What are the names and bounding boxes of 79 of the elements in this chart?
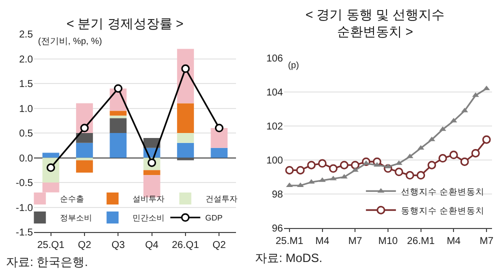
y-tick-label: -0.5 [16,178,34,189]
legend-label: 선행지수 순환변동치 [400,186,484,196]
bar [143,170,160,176]
legend-label: 설비투자 [132,194,165,204]
bar [76,160,93,173]
legend-label: 정부소비 [60,214,92,223]
y-tick-label: 104 [266,88,284,98]
y-tick-label: 2.0 [19,54,34,66]
chart-title: < 경기 동행 및 선행지수 순환변동치 > [305,7,445,39]
point [80,124,89,132]
y-tick-label: 0.5 [19,128,34,140]
bar [110,118,127,133]
legend-label: 건설투자 [205,194,238,204]
point [340,160,348,170]
point [214,124,224,132]
point [471,148,480,158]
bar [110,116,127,118]
y-tick-label: 2.5 [19,30,34,40]
bar [177,103,194,133]
y-tick-label: 96 [272,224,284,234]
x-tick-label: M7 [480,236,494,247]
x-tick-label: M7 [348,236,363,247]
x-tick-label: Q3 [112,240,126,251]
legend-label: 민간소비 [132,214,165,223]
x-tick-label: Q2 [212,240,226,251]
y-tick-label: -1.0 [16,202,34,214]
x-tick-label: Q2 [78,240,92,251]
y-tick-label: 98 [272,190,284,200]
legend-label: 순수출 [60,194,84,204]
legend-label: 동행지수 순환변동치 [400,205,484,216]
bar [177,133,194,143]
point [406,171,414,180]
point [350,160,360,170]
point [329,164,338,173]
point [482,135,491,144]
point [318,159,327,168]
point [384,164,392,168]
point [285,166,294,174]
x-tick-label: 25.Q1 [37,240,65,251]
y-tick-label: 102 [266,122,284,132]
bar [76,142,93,158]
x-tick-label: M4 [315,236,330,247]
point [296,166,305,174]
bar [76,133,93,143]
point [483,86,490,90]
chart-title: < 분기 경제성장률 > [66,16,184,32]
x-tick-label: 25.M1 [276,236,304,247]
y-tick-label: 100 [266,156,284,166]
annotation: (p) [288,60,299,70]
point [416,171,426,180]
x-tick-label: 26.M1 [406,236,436,247]
point [428,160,436,170]
y-tick-label: 1.0 [19,104,34,115]
point [307,160,316,170]
x-tick-label: 26.Q1 [172,240,200,251]
y-tick-label: 106 [266,54,284,64]
point [460,157,469,166]
point [449,150,458,160]
text: 자료: 한국은행. [6,255,88,269]
point [438,154,447,163]
bar [143,175,160,198]
point [114,84,122,93]
point [394,168,404,176]
bar [210,128,228,148]
y-tick-label: 1.5 [19,79,34,90]
text: 자료: MoDS. [255,251,322,265]
point [181,64,190,73]
annotation: (전기비, %p, %) [38,36,102,46]
bar [110,133,127,158]
bar [177,142,194,158]
bar [42,152,60,158]
legend-label: GDP [205,214,223,223]
x-tick-label: Q4 [145,240,159,251]
x-tick-label: M10 [378,236,398,247]
bar [110,110,127,116]
x-tick-label: M4 [446,236,462,247]
y-tick-label: 0.0 [19,153,34,164]
y-tick-label: -1.5 [16,228,34,238]
bar [210,148,228,158]
